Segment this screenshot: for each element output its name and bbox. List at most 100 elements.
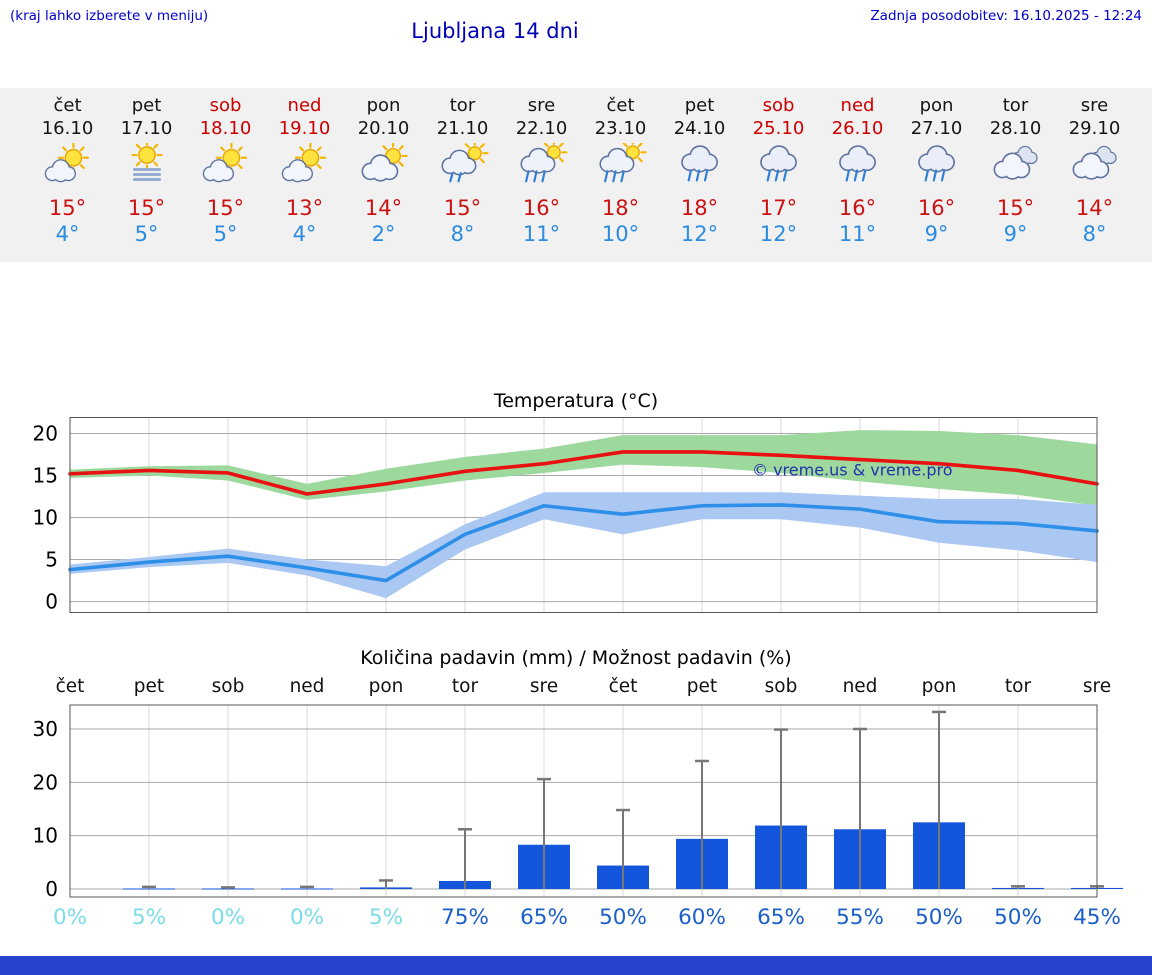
temp-y-tick-label: 20	[33, 421, 58, 445]
day-name: pon	[919, 95, 954, 116]
precip-probability: 65%	[520, 905, 568, 930]
sun-heavy-rain-icon	[598, 138, 647, 183]
forecast-day-21.10[interactable]: tor 21.10 15° 8°	[423, 88, 502, 247]
cloud-rain-icon	[680, 145, 718, 182]
day-name: sob	[209, 95, 242, 116]
temp-y-tick-label: 10	[33, 506, 58, 530]
forecast-day-29.10[interactable]: sre 29.10 14° 8°	[1055, 88, 1134, 247]
precip-probability: 75%	[441, 905, 489, 930]
day-min-temp: 10°	[601, 222, 640, 246]
day-name: tor	[1002, 95, 1029, 116]
cloud-icon	[1072, 145, 1117, 180]
day-max-temp: 15°	[206, 196, 245, 220]
sun-rain-icon	[440, 139, 489, 183]
forecast-day-27.10[interactable]: pon 27.10 16° 9°	[897, 88, 976, 247]
precip-day-label: sob	[765, 676, 798, 697]
footer-bar	[0, 956, 1152, 975]
precip-probability: 45%	[1073, 905, 1121, 930]
day-name: pet	[131, 95, 162, 116]
day-max-temp: 16°	[522, 196, 561, 220]
day-min-temp: 11°	[522, 222, 561, 246]
day-min-temp: 9°	[924, 222, 949, 246]
day-date: 22.10	[515, 118, 568, 139]
day-name: ned	[287, 95, 322, 116]
forecast-day-23.10[interactable]: čet 23.10 18° 10°	[581, 88, 660, 247]
precip-probability: 5%	[132, 905, 166, 930]
day-min-temp: 4°	[292, 222, 317, 246]
precip-day-label: tor	[1005, 676, 1032, 697]
precip-day-label: pet	[687, 676, 717, 697]
forecast-day-28.10[interactable]: tor 28.10 15° 9°	[976, 88, 1055, 247]
forecast-days-row: čet 16.10 15° 4° pet 17.10 15° 5° sob 18.10 15° 5° n…	[28, 88, 1152, 247]
precip-day-label: pet	[134, 676, 164, 697]
last-update-label: Zadnja posodobitev: 16.10.2025 - 12:24	[870, 8, 1142, 24]
precip-day-label: čet	[609, 676, 638, 697]
day-max-temp: 18°	[601, 196, 640, 220]
day-name: pet	[684, 95, 715, 116]
day-min-temp: 12°	[680, 222, 719, 246]
sun-cloud-icon	[202, 142, 247, 183]
cloud-rain-icon	[838, 145, 876, 182]
forecast-day-20.10[interactable]: pon 20.10 14° 2°	[344, 88, 423, 247]
day-min-temp: 8°	[1082, 222, 1107, 246]
min-temperature-line	[68, 503, 1099, 583]
precipitation-chart: čet pet sob ned pon tor sre čet pet sob ned pon tor s…	[33, 676, 1123, 930]
day-max-temp: 14°	[364, 196, 403, 220]
day-date: 26.10	[831, 118, 884, 139]
day-max-temp: 13°	[285, 196, 324, 220]
day-date: 16.10	[41, 118, 94, 139]
precip-day-label: ned	[290, 676, 325, 697]
forecast-day-25.10[interactable]: sob 25.10 17° 12°	[739, 88, 818, 247]
forecast-day-19.10[interactable]: ned 19.10 13° 4°	[265, 88, 344, 247]
forecast-day-16.10[interactable]: čet 16.10 15° 4°	[28, 88, 107, 247]
day-max-temp: 16°	[917, 196, 956, 220]
cloud-icon	[993, 145, 1038, 180]
day-date: 29.10	[1068, 118, 1121, 139]
forecast-day-26.10[interactable]: ned 26.10 16° 11°	[818, 88, 897, 247]
day-name: ned	[840, 95, 875, 116]
precip-probability: 50%	[599, 905, 647, 930]
max-range-band	[70, 430, 1097, 506]
day-date: 28.10	[989, 118, 1042, 139]
forecast-day-18.10[interactable]: sob 18.10 15° 5°	[186, 88, 265, 247]
day-date: 25.10	[752, 118, 805, 139]
day-min-temp: 9°	[1003, 222, 1028, 246]
sun-cloud-icon	[281, 142, 326, 183]
precip-probability: 5%	[369, 905, 403, 930]
day-max-temp: 17°	[759, 196, 798, 220]
day-name: čet	[53, 95, 82, 116]
forecast-day-17.10[interactable]: pet 17.10 15° 5°	[107, 88, 186, 247]
precip-probability: 0%	[211, 905, 245, 930]
precip-probability: 0%	[290, 905, 324, 930]
day-min-temp: 5°	[213, 222, 238, 246]
day-name: sob	[762, 95, 795, 116]
day-date: 17.10	[120, 118, 173, 139]
day-date: 18.10	[199, 118, 252, 139]
precip-day-label: pon	[922, 676, 957, 697]
day-min-temp: 5°	[134, 222, 159, 246]
precip-y-tick-label: 10	[33, 824, 58, 848]
precip-day-label: sre	[530, 676, 558, 697]
day-min-temp: 4°	[55, 222, 80, 246]
page-title: Ljubljana 14 dni	[411, 19, 579, 43]
forecast-day-24.10[interactable]: pet 24.10 18° 12°	[660, 88, 739, 247]
temp-y-tick-label: 0	[45, 590, 58, 614]
precip-y-tick-label: 0	[45, 877, 58, 901]
precip-probability: 60%	[678, 905, 726, 930]
temp-y-tick-label: 15	[33, 463, 58, 487]
precip-day-label: pon	[369, 676, 404, 697]
cloud-rain-icon	[917, 145, 955, 182]
precipitation-chart-title: Količina padavin (mm) / Možnost padavin …	[360, 647, 792, 669]
precip-day-label: sob	[212, 676, 245, 697]
day-max-temp: 16°	[838, 196, 877, 220]
day-min-temp: 8°	[450, 222, 475, 246]
temperature-chart: 0 5 10 15 20 © vreme.us & vreme.pro	[33, 417, 1099, 614]
day-max-temp: 18°	[680, 196, 719, 220]
precip-day-label: ned	[843, 676, 878, 697]
precip-probability: 55%	[836, 905, 884, 930]
temperature-chart-title: Temperatura (°C)	[493, 390, 659, 412]
forecast-day-22.10[interactable]: sre 22.10 16° 11°	[502, 88, 581, 247]
precip-probability: 0%	[53, 905, 87, 930]
watermark: © vreme.us & vreme.pro	[752, 460, 953, 479]
day-name: čet	[606, 95, 635, 116]
